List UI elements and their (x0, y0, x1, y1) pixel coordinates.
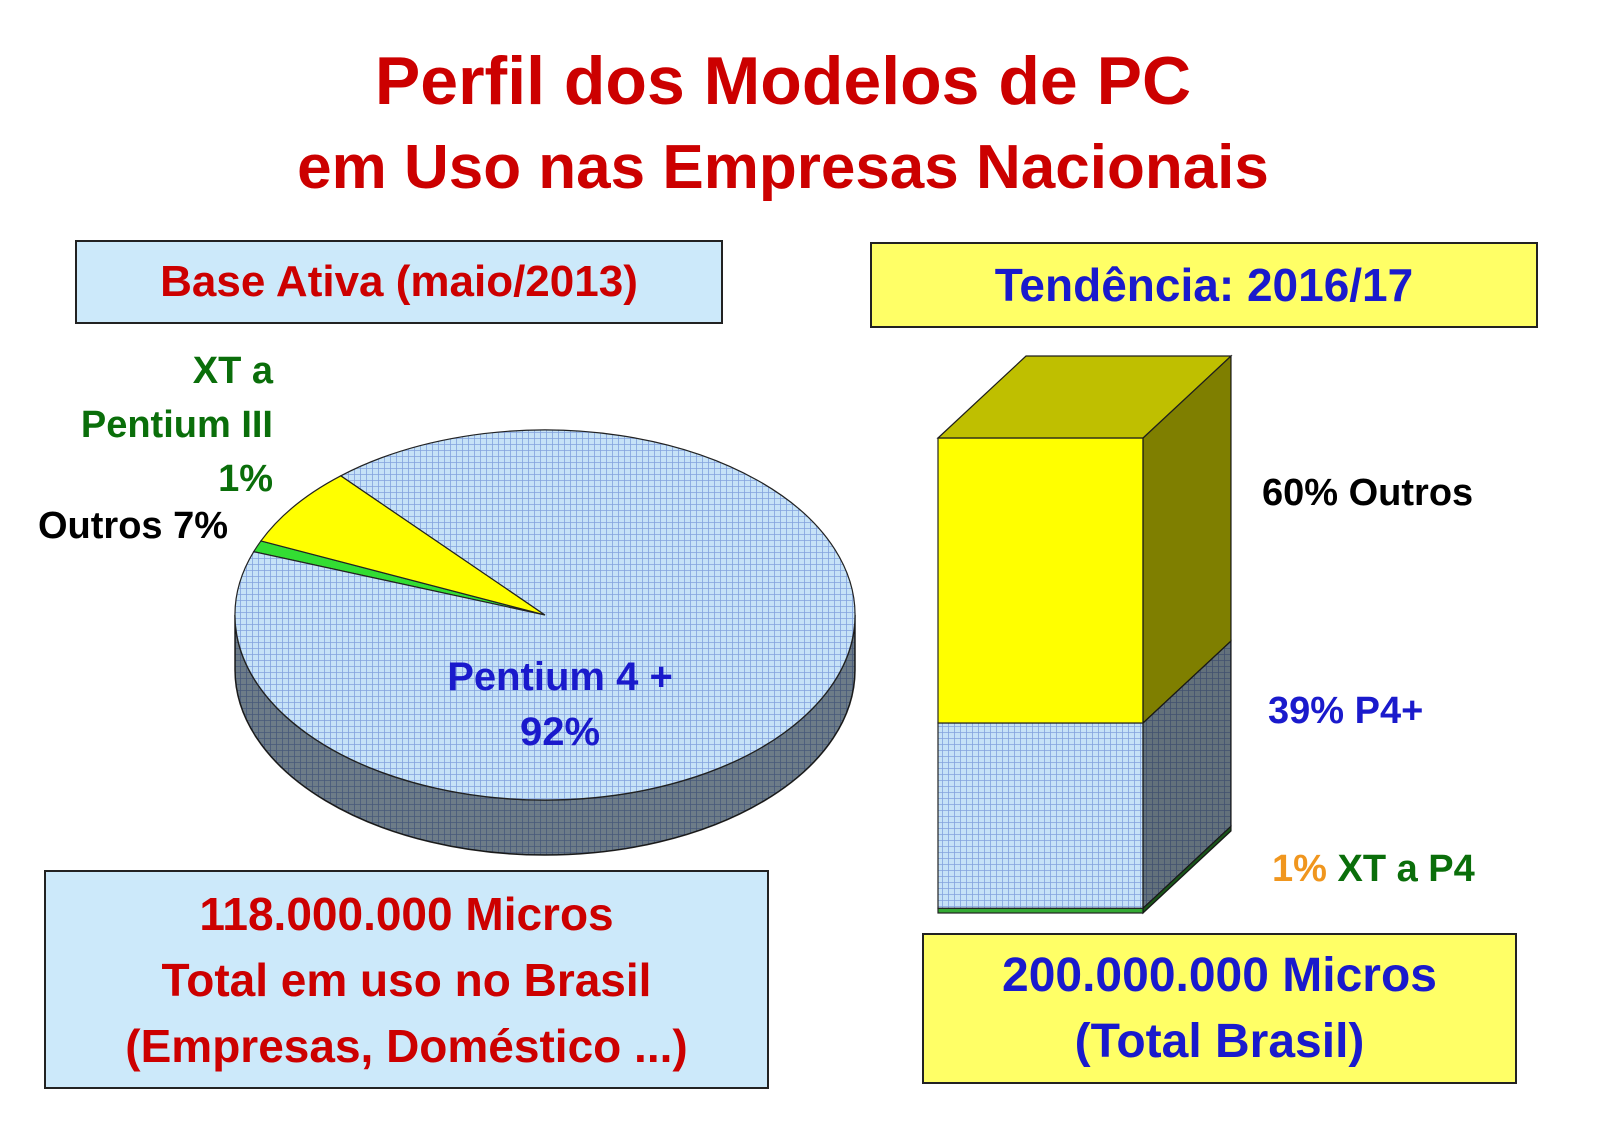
pie-edge-shade (235, 615, 855, 855)
bar-segment (937, 437, 1144, 724)
bar-side-shade (1143, 641, 1231, 909)
footer-line: 200.000.000 Micros (1002, 948, 1437, 1002)
bar-top-shade (938, 356, 1231, 438)
category-label: Pentium 4 + (447, 655, 673, 699)
footer-line: 118.000.000 Micros (199, 887, 614, 940)
bar-segment (937, 907, 1144, 914)
bar-side-shade (1143, 826, 1231, 913)
pie-label: Pentium 4 + 92% (360, 650, 760, 760)
heading-box: Base Ativa (maio/2013) (75, 240, 723, 324)
footer-box: 118.000.000 Micros Total em uso no Brasi… (44, 870, 769, 1089)
pie-label: Outros 7% (38, 505, 228, 548)
bar-label: 1% XT a P4 (1272, 848, 1475, 891)
bar-top (936, 355, 1233, 439)
value-label: 1% (1272, 848, 1327, 890)
category-label: Outros (38, 505, 163, 547)
bar-label: 60% Outros (1262, 472, 1473, 515)
pie-label: XT a Pentium III 1% (33, 344, 273, 506)
value-label: 1% (218, 458, 273, 500)
bar-segment (937, 722, 1144, 909)
title-line: Perfil dos Modelos de PC (374, 43, 1192, 119)
heading: Base Ativa (maio/2013) (160, 257, 638, 306)
category-label: XT a Pentium III (80, 350, 273, 446)
value-label: 60% (1262, 472, 1339, 514)
pie-slice (234, 429, 856, 801)
value-label: 92% (519, 710, 601, 754)
pie-slice (259, 475, 546, 616)
heading: Tendência: 2016/17 (994, 259, 1414, 311)
value-label: 39% (1268, 690, 1345, 732)
legend-label: P4+ (1354, 690, 1424, 732)
footer-line: (Empresas, Doméstico ...) (125, 1019, 688, 1072)
footer-line: (Total Brasil) (1074, 1014, 1365, 1068)
heading-box: Tendência: 2016/17 (870, 242, 1538, 328)
legend-label: Outros (1348, 472, 1474, 514)
bar-side-shade (1143, 356, 1231, 723)
footer-line: Total em uso no Brasil (161, 953, 652, 1006)
footer-box: 200.000.000 Micros (Total Brasil) (922, 933, 1517, 1084)
value-label: 7% (173, 505, 229, 547)
title-line: em Uso nas Empresas Nacionais (297, 133, 1269, 202)
legend-label: XT a P4 (1337, 848, 1475, 890)
bar-label: 39% P4+ (1268, 690, 1423, 733)
